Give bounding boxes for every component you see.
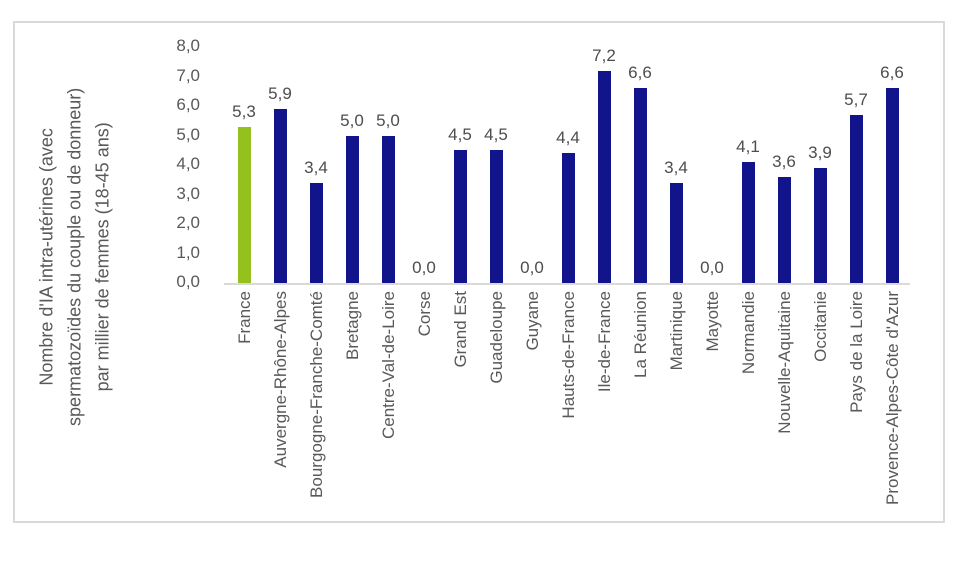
- bar-value-label: 4,5: [448, 125, 472, 145]
- bar: [813, 167, 827, 283]
- x-axis-label: Bretagne: [342, 291, 362, 360]
- bar: [345, 135, 359, 283]
- bar-value-label: 3,6: [772, 151, 796, 171]
- y-axis-tick-label: 2,0: [176, 213, 200, 232]
- x-axis-label: Auvergne-Rhône-Alpes: [270, 291, 290, 468]
- y-axis-tick-label: 5,0: [176, 124, 200, 144]
- bar-value-label: 5,3: [232, 101, 256, 121]
- bar: [885, 88, 899, 283]
- y-axis-title-line: spermatozoïdes du couple ou de donneur): [64, 87, 85, 427]
- bar: [741, 162, 755, 283]
- x-axis-label: Guadeloupe: [486, 291, 506, 384]
- bar: [273, 108, 287, 283]
- bar: [489, 150, 503, 283]
- bar-value-label: 0,0: [520, 258, 544, 277]
- bar-value-label: 0,0: [412, 258, 436, 277]
- x-axis-label: Normandie: [738, 291, 758, 375]
- bar: [633, 88, 647, 283]
- y-axis-tick-label: 7,0: [176, 65, 200, 85]
- y-axis-tick-label: 3,0: [176, 183, 200, 203]
- bar-value-label: 6,6: [628, 63, 652, 83]
- x-axis-label: Hauts-de-France: [558, 291, 578, 419]
- bar-value-label: 5,0: [376, 110, 400, 130]
- bar-value-label: 3,4: [304, 157, 328, 177]
- bar-value-label: 4,5: [484, 125, 508, 145]
- x-axis-label: Nouvelle-Aquitaine: [774, 291, 794, 434]
- x-axis-label: Guyane: [522, 291, 542, 351]
- x-axis-label: Mayotte: [702, 291, 722, 352]
- chart-plot-region: Nombre d'IA intra-utérines (avec spermat…: [15, 23, 943, 521]
- bar: [597, 70, 611, 283]
- bar: [849, 114, 863, 283]
- bar: [669, 182, 683, 283]
- x-axis-label: Provence-Alpes-Côte d'Azur: [882, 291, 902, 505]
- x-axis-label: Pays de la Loire: [846, 291, 866, 413]
- x-axis-label: Centre-Val-de-Loire: [378, 291, 398, 440]
- bar-value-label: 5,9: [268, 83, 292, 103]
- x-axis-label: Grand Est: [450, 291, 470, 368]
- bar: [309, 182, 323, 283]
- bar-value-label: 5,7: [844, 89, 868, 109]
- y-axis-tick-label: 4,0: [176, 154, 200, 173]
- x-axis-label: Corse: [414, 291, 434, 337]
- bar-value-label: 4,4: [556, 128, 580, 148]
- chart-frame: Nombre d'IA intra-utérines (avec spermat…: [13, 21, 945, 523]
- bar: [237, 126, 251, 283]
- bar-value-label: 0,0: [700, 258, 724, 277]
- x-axis-label: Occitanie: [810, 291, 830, 362]
- y-axis-title-line: par millier de femmes (18-45 ans): [91, 122, 112, 392]
- y-axis-tick-label: 6,0: [176, 95, 200, 114]
- x-axis-label: France: [234, 291, 254, 344]
- y-axis-tick-label: 0,0: [176, 272, 200, 291]
- x-axis-label: Bourgogne-Franche-Comté: [306, 291, 326, 498]
- x-axis-label: Martinique: [666, 291, 686, 371]
- y-axis-tick-label: 8,0: [176, 36, 200, 55]
- y-axis-title: Nombre d'IA intra-utérines (avec spermat…: [33, 88, 117, 426]
- bar-value-label: 6,6: [880, 63, 904, 83]
- y-axis-title-wrap: Nombre d'IA intra-utérines (avec spermat…: [19, 31, 131, 483]
- x-axis-line: [224, 283, 910, 285]
- x-axis-label: Ile-de-France: [594, 291, 614, 393]
- bar: [561, 153, 575, 283]
- x-axis-label: La Réunion: [630, 291, 650, 378]
- y-axis-tick-label: 1,0: [176, 242, 200, 262]
- bar: [381, 135, 395, 283]
- bar-value-label: 3,4: [664, 157, 688, 177]
- bar-value-label: 5,0: [340, 110, 364, 130]
- bar-value-label: 3,9: [808, 142, 832, 162]
- y-axis-title-line: Nombre d'IA intra-utérines (avec: [36, 128, 57, 386]
- bar-value-label: 7,2: [592, 45, 616, 65]
- bar: [777, 176, 791, 283]
- bar-value-label: 4,1: [736, 137, 760, 157]
- bar: [453, 150, 467, 283]
